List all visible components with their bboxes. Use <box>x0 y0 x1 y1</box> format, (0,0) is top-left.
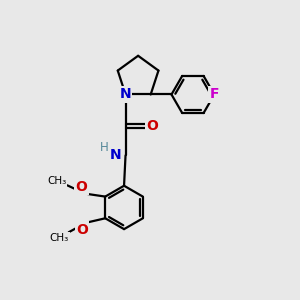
Text: O: O <box>76 223 88 237</box>
Text: CH₃: CH₃ <box>47 176 66 186</box>
Text: N: N <box>120 88 131 101</box>
Text: O: O <box>146 119 158 133</box>
Text: N: N <box>109 148 121 162</box>
Text: F: F <box>209 88 219 101</box>
Text: H: H <box>100 141 109 154</box>
Text: CH₃: CH₃ <box>50 233 69 243</box>
Text: O: O <box>76 180 87 194</box>
